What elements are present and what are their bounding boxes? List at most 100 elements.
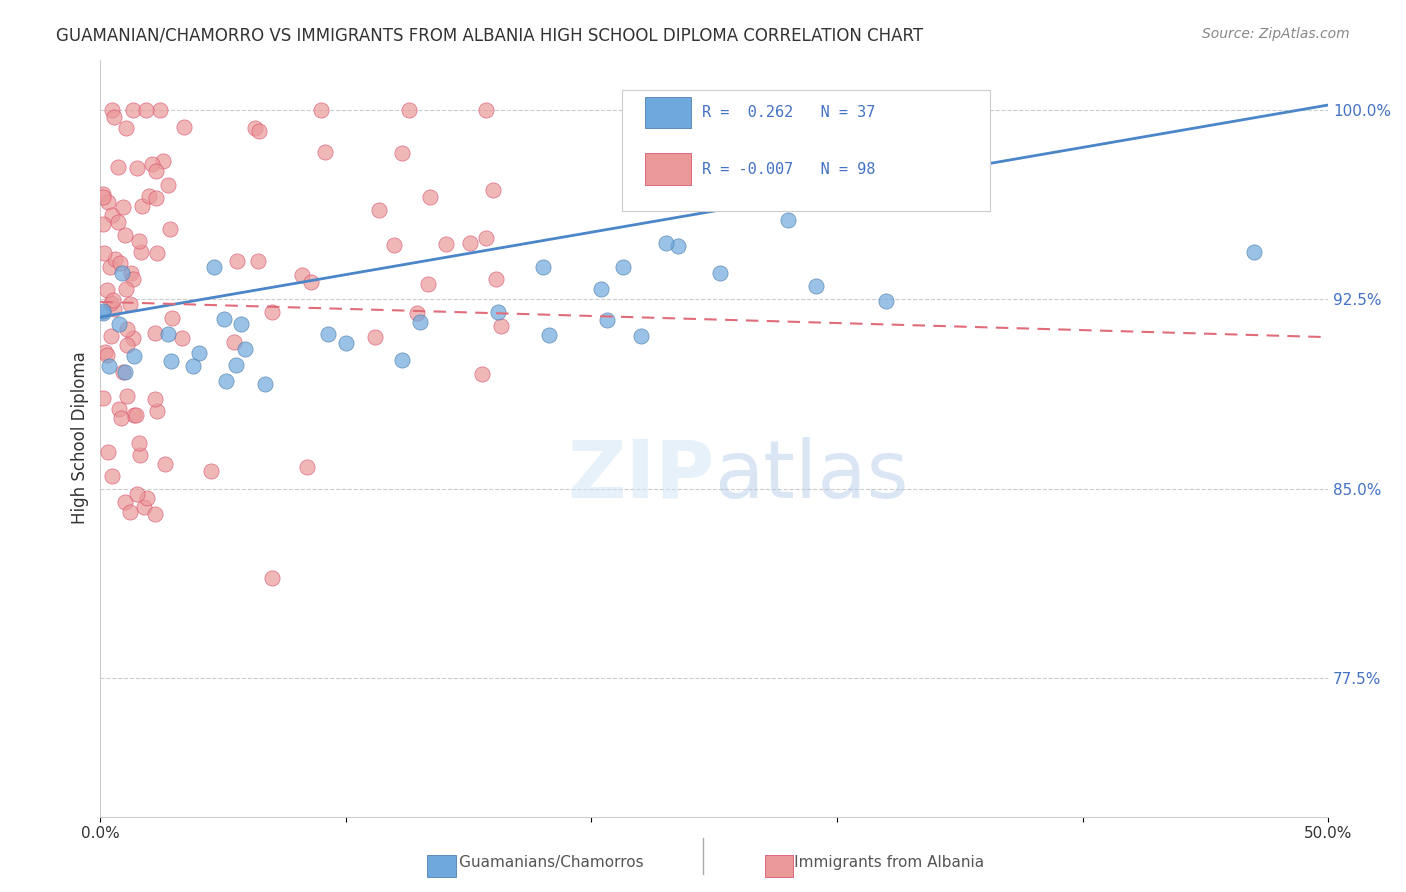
Point: [806, 279, 828, 293]
Point: [491, 319, 513, 334]
Text: Source: ZipAtlas.com: Source: ZipAtlas.com: [1202, 27, 1350, 41]
Point: [143, 326, 166, 340]
Point: [416, 277, 439, 291]
Point: [367, 202, 389, 217]
Point: [243, 121, 266, 136]
Point: [100, 260, 122, 274]
Point: [159, 221, 181, 235]
Point: [145, 191, 167, 205]
Point: [172, 330, 194, 344]
Point: [316, 327, 339, 342]
Point: [111, 266, 134, 280]
Point: [132, 500, 155, 515]
Point: [135, 103, 157, 117]
Point: [91, 186, 114, 201]
Point: [145, 404, 167, 418]
Point: [157, 326, 180, 341]
Point: [96, 348, 118, 362]
Point: [212, 311, 235, 326]
Point: [247, 123, 270, 137]
Point: [408, 315, 430, 329]
Point: [143, 392, 166, 407]
Point: [309, 103, 332, 117]
Point: [291, 268, 314, 282]
Point: [100, 329, 122, 343]
Point: [131, 199, 153, 213]
Point: [156, 178, 179, 193]
Point: [112, 365, 135, 379]
Point: [103, 301, 125, 316]
Point: [115, 389, 138, 403]
Point: [114, 228, 136, 243]
Point: [260, 305, 283, 319]
Point: [115, 338, 138, 352]
Point: [295, 460, 318, 475]
Point: [120, 505, 142, 519]
Point: [94, 344, 117, 359]
Point: [107, 215, 129, 229]
Point: [122, 349, 145, 363]
Point: [115, 282, 138, 296]
Text: Immigrants from Albania: Immigrants from Albania: [759, 855, 984, 870]
Text: atlas: atlas: [714, 437, 908, 515]
Point: [173, 120, 195, 135]
Point: [246, 254, 269, 268]
Point: [612, 260, 634, 274]
Point: [100, 296, 122, 310]
Point: [110, 411, 132, 425]
Point: [121, 103, 143, 117]
Point: [103, 110, 125, 124]
Point: [1243, 244, 1265, 259]
Point: [200, 464, 222, 478]
Point: [122, 272, 145, 286]
Point: [152, 154, 174, 169]
Text: Guamanians/Chamorros: Guamanians/Chamorros: [425, 855, 644, 870]
Point: [299, 275, 322, 289]
Point: [474, 231, 496, 245]
FancyBboxPatch shape: [645, 96, 690, 128]
Point: [225, 359, 247, 373]
Point: [141, 157, 163, 171]
Point: [222, 334, 245, 349]
Point: [128, 436, 150, 450]
Text: R =  0.262   N = 37: R = 0.262 N = 37: [702, 105, 876, 120]
Point: [253, 377, 276, 392]
Point: [419, 190, 441, 204]
Point: [91, 217, 114, 231]
Point: [91, 190, 114, 204]
Point: [260, 570, 283, 584]
Point: [484, 272, 506, 286]
Point: [138, 189, 160, 203]
Point: [364, 329, 387, 343]
Point: [96, 283, 118, 297]
Point: [188, 346, 211, 360]
Point: [391, 145, 413, 160]
Point: [122, 331, 145, 345]
Point: [125, 487, 148, 501]
Point: [114, 120, 136, 135]
Point: [120, 266, 142, 280]
Point: [153, 457, 176, 471]
Point: [471, 367, 494, 381]
Point: [460, 235, 482, 250]
Point: [596, 313, 619, 327]
Point: [127, 161, 149, 175]
Point: [108, 256, 131, 270]
Point: [335, 336, 357, 351]
Point: [226, 253, 249, 268]
Point: [406, 306, 429, 320]
Point: [108, 401, 131, 416]
Point: [486, 304, 509, 318]
Point: [233, 342, 256, 356]
Point: [474, 103, 496, 117]
Point: [101, 469, 124, 483]
Point: [666, 239, 689, 253]
Point: [145, 164, 167, 178]
Point: [709, 266, 731, 280]
FancyBboxPatch shape: [623, 90, 990, 211]
Point: [398, 103, 420, 117]
Point: [875, 294, 897, 309]
Y-axis label: High School Diploma: High School Diploma: [72, 351, 89, 524]
Point: [128, 448, 150, 462]
Text: GUAMANIAN/CHAMORRO VS IMMIGRANTS FROM ALBANIA HIGH SCHOOL DIPLOMA CORRELATION CH: GUAMANIAN/CHAMORRO VS IMMIGRANTS FROM AL…: [56, 27, 924, 45]
